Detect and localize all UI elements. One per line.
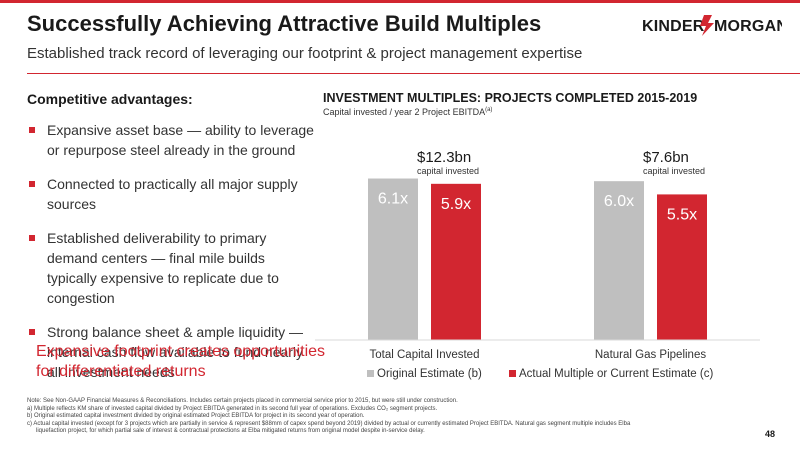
annotation-caption: capital invested xyxy=(417,166,479,176)
category-label: Natural Gas Pipelines xyxy=(595,349,706,361)
chart-subtitle-footnote-mark: (a) xyxy=(485,107,493,113)
svg-text:MORGAN: MORGAN xyxy=(714,18,782,35)
bullet-text: Established deliverability to primary de… xyxy=(47,230,279,306)
bar xyxy=(431,183,481,340)
category-label: Total Capital Invested xyxy=(370,349,480,361)
footnotes: Note: See Non-GAAP Financial Measures & … xyxy=(27,398,747,436)
bar-value-label: 6.0x xyxy=(604,193,634,210)
bar xyxy=(368,178,418,340)
bar-value-label: 5.9x xyxy=(441,196,471,213)
legend-swatch xyxy=(509,370,516,377)
legend-label: Actual Multiple or Current Estimate (c) xyxy=(519,368,713,380)
bar xyxy=(657,194,707,340)
chart-subtitle: Capital invested / year 2 Project EBITDA… xyxy=(323,107,492,117)
kinder-morgan-logo: KINDER MORGAN xyxy=(642,15,782,36)
annotation-caption: capital invested xyxy=(643,166,705,176)
callout-text: Expansive footprint creates opportunitie… xyxy=(36,343,326,380)
footnote-note: Note: See Non-GAAP Financial Measures & … xyxy=(27,398,458,404)
page-number: 48 xyxy=(764,429,775,439)
header-divider xyxy=(27,73,800,74)
bullet-square-icon xyxy=(29,127,35,133)
annotation-value: $12.3bn xyxy=(417,149,471,166)
footnote-c: c) Actual capital invested (except for 3… xyxy=(27,420,631,427)
advantages-heading: Competitive advantages: xyxy=(27,91,193,107)
list-item: Established deliverability to primary de… xyxy=(27,228,317,308)
advantages-list: Expansive asset base — ability to levera… xyxy=(27,120,317,396)
bar-value-label: 5.5x xyxy=(667,206,697,223)
list-item: Expansive asset base — ability to levera… xyxy=(27,120,317,160)
bullet-text: Connected to practically all major suppl… xyxy=(47,176,298,212)
legend-swatch xyxy=(367,370,374,377)
list-item: Strong balance sheet & ample liquidity —… xyxy=(27,322,317,382)
footnote-a: a) Multiple reflects KM share of investe… xyxy=(27,405,438,412)
legend-label: Original Estimate (b) xyxy=(377,368,482,380)
bar-value-label: 6.1x xyxy=(378,191,408,208)
page-title: Successfully Achieving Attractive Build … xyxy=(27,11,542,36)
page-subtitle: Established track record of leveraging o… xyxy=(27,45,583,62)
annotation-value: $7.6bn xyxy=(643,149,689,166)
footnote-b: b) Original estimated capital investment… xyxy=(27,413,365,420)
bar xyxy=(594,181,644,340)
bullet-text: Expansive asset base — ability to levera… xyxy=(47,122,314,158)
bullet-square-icon xyxy=(29,235,35,241)
chart-subtitle-text: Capital invested / year 2 Project EBITDA xyxy=(323,107,486,117)
chart-title: INVESTMENT MULTIPLES: PROJECTS COMPLETED… xyxy=(323,91,698,105)
svg-text:KINDER: KINDER xyxy=(642,18,705,35)
bullet-square-icon xyxy=(29,329,35,335)
list-item: Connected to practically all major suppl… xyxy=(27,174,317,214)
bullet-square-icon xyxy=(29,181,35,187)
top-accent-bar xyxy=(0,0,800,3)
bullet-text: Strong balance sheet & ample liquidity —… xyxy=(47,324,304,380)
footnote-c-continued: liquefaction project, for which partial … xyxy=(36,428,425,435)
